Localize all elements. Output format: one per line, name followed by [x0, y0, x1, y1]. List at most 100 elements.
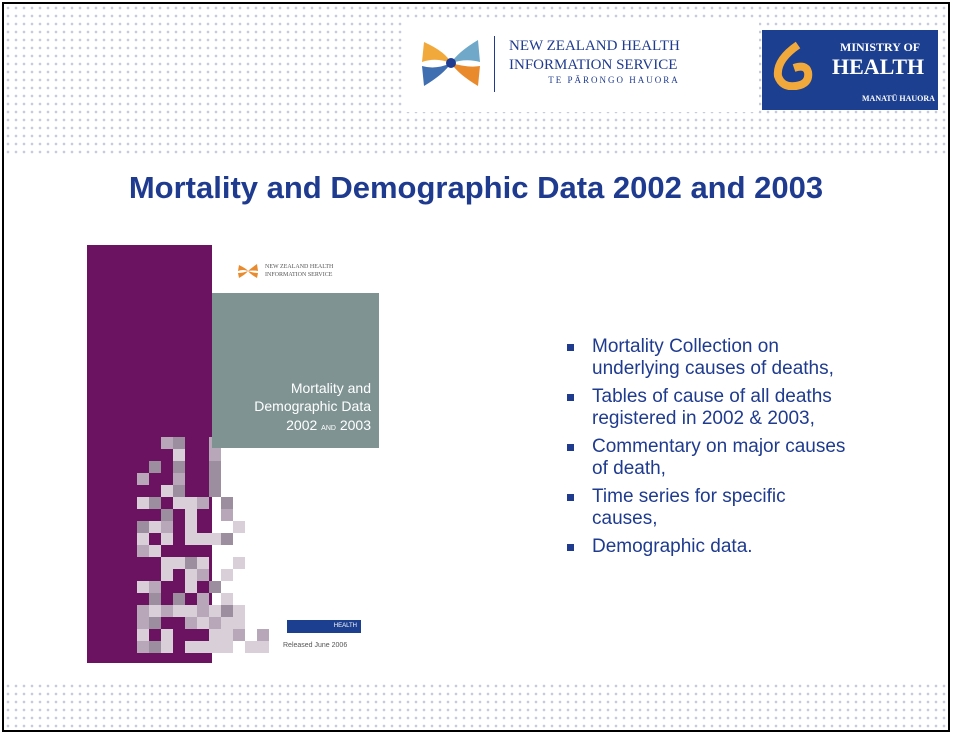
bullet-marker: [567, 494, 574, 501]
slide-title: Mortality and Demographic Data 2002 and …: [4, 170, 948, 206]
mosaic-tile: [161, 629, 173, 641]
mosaic-tile: [173, 461, 185, 473]
cover-title: Mortality andDemographic Data: [207, 379, 371, 415]
mosaic-tile: [185, 497, 197, 509]
mosaic-tile: [185, 509, 197, 521]
mosaic-tile: [221, 533, 233, 545]
mosaic-tile: [233, 557, 245, 569]
mosaic-tile: [149, 617, 161, 629]
mosaic-tile: [185, 533, 197, 545]
mosaic-tile: [185, 581, 197, 593]
mosaic-tile: [233, 629, 245, 641]
cover-year: 2003: [340, 417, 371, 433]
mosaic-tile: [161, 641, 173, 653]
ministry-name: MINISTRY OF: [840, 40, 920, 55]
mosaic-tile: [209, 581, 221, 593]
mosaic-tile: [209, 449, 221, 461]
mosaic-tile: [221, 593, 233, 605]
mosaic-tile: [185, 617, 197, 629]
mosaic-tile: [173, 497, 185, 509]
bullet-text: causes,: [592, 508, 845, 530]
mosaic-tile: [149, 593, 161, 605]
mosaic-tile: [209, 617, 221, 629]
mosaic-tile: [233, 521, 245, 533]
mosaic-tile: [233, 617, 245, 629]
mosaic-tile: [221, 497, 233, 509]
bullet-text: Tables of cause of all deaths: [592, 386, 845, 408]
mosaic-tile: [209, 641, 221, 653]
mosaic-tile: [137, 605, 149, 617]
mosaic-tile: [197, 605, 209, 617]
mosaic-tile: [221, 617, 233, 629]
mosaic-tile: [221, 569, 233, 581]
bullet-text: Demographic data.: [592, 536, 845, 558]
mosaic-tile: [221, 629, 233, 641]
slide: NEW ZEALAND HEALTH INFORMATION SERVICE T…: [2, 2, 950, 732]
mosaic-tile: [149, 521, 161, 533]
mosaic-tile: [197, 641, 209, 653]
mosaic-tile: [221, 605, 233, 617]
cover-released: Released June 2006: [283, 642, 347, 649]
bullet-text: Commentary on major causes: [592, 436, 845, 458]
bullet-marker: [567, 444, 574, 451]
cover-title-line: Demographic Data: [207, 397, 371, 415]
mosaic-tile: [173, 449, 185, 461]
cover-ministry: HEALTH: [287, 620, 361, 633]
org-name: NEW ZEALAND HEALTH: [509, 37, 680, 56]
mosaic-tile: [173, 473, 185, 485]
mosaic-tile: [161, 485, 173, 497]
cover-logo: [237, 261, 259, 281]
mosaic-tile: [173, 605, 185, 617]
mosaic-tile: [185, 521, 197, 533]
org-name: INFORMATION SERVICE: [509, 56, 680, 75]
mosaic-tile: [245, 641, 257, 653]
nzhis-logo: [416, 32, 486, 94]
bullet-marker: [567, 544, 574, 551]
bullet-marker: [567, 394, 574, 401]
cover-org-line: INFORMATION SERVICE: [265, 271, 333, 279]
mosaic-tile: [137, 533, 149, 545]
bullet-text: Mortality Collection on: [592, 336, 845, 358]
bullet-text: of death,: [592, 458, 845, 480]
mosaic-tile: [149, 461, 161, 473]
mosaic-tile: [197, 593, 209, 605]
mosaic-tile: [161, 605, 173, 617]
mosaic-tile: [209, 461, 221, 473]
cover-title-line: Mortality and: [207, 379, 371, 397]
mosaic-tile: [137, 629, 149, 641]
bullet-text: underlying causes of deaths,: [592, 358, 845, 380]
mosaic-tile: [149, 497, 161, 509]
mosaic-tile: [197, 569, 209, 581]
mosaic-tile: [137, 641, 149, 653]
mosaic-tile: [149, 605, 161, 617]
nzhis-text: NEW ZEALAND HEALTH INFORMATION SERVICE T…: [509, 37, 680, 85]
mosaic-tile: [161, 509, 173, 521]
mosaic-tile: [209, 473, 221, 485]
mosaic-tile: [209, 605, 221, 617]
mosaic-tile: [185, 569, 197, 581]
mosaic-tile: [209, 485, 221, 497]
cover-org-line: NEW ZEALAND HEALTH: [265, 263, 333, 271]
mosaic-tile: [233, 605, 245, 617]
bullet-text: Time series for specific: [592, 486, 845, 508]
mosaic-tile: [185, 557, 197, 569]
bullet-text: registered in 2002 & 2003,: [592, 408, 845, 430]
mosaic-tile: [137, 521, 149, 533]
mosaic-tile: [137, 617, 149, 629]
mosaic-tile: [221, 509, 233, 521]
mosaic-tile: [197, 557, 209, 569]
mosaic-tile: [149, 545, 161, 557]
mosaic-tile: [185, 605, 197, 617]
mosaic-tile: [197, 497, 209, 509]
mosaic-tile: [185, 641, 197, 653]
mosaic-tile: [257, 641, 269, 653]
cover-years: 2002 AND 2003: [217, 417, 371, 433]
mosaic-tile: [257, 629, 269, 641]
mosaic-tile: [221, 641, 233, 653]
mosaic-tile: [161, 533, 173, 545]
